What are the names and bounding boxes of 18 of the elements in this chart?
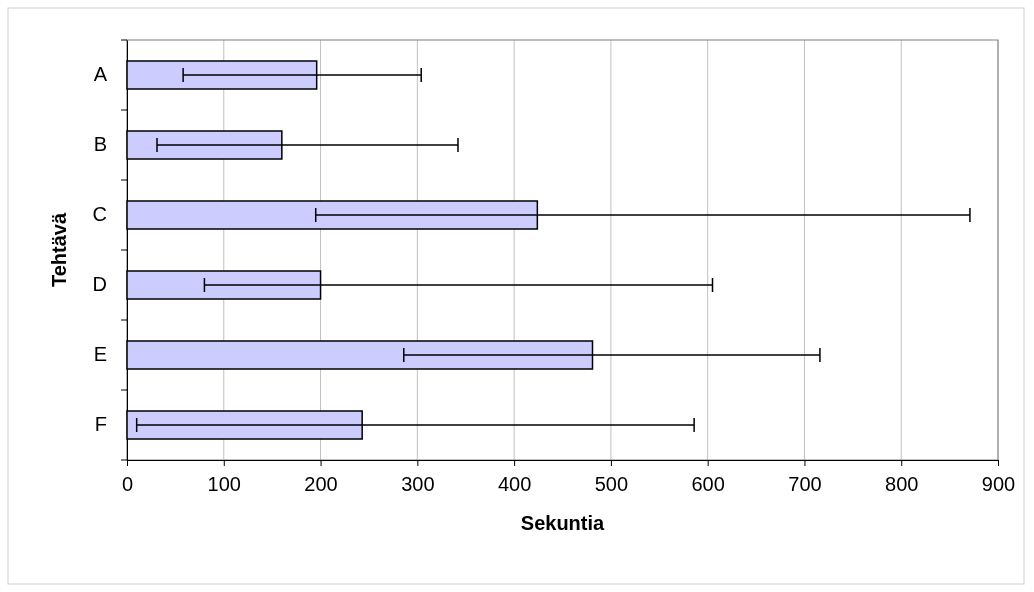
y-tick-label: C <box>92 203 107 226</box>
x-tick-label: 100 <box>207 473 241 495</box>
x-tick-label: 200 <box>304 473 338 495</box>
x-axis-title: Sekuntia <box>520 512 606 534</box>
y-tick-label: B <box>93 133 107 156</box>
x-tick-label: 600 <box>691 473 725 495</box>
x-tick-label: 0 <box>121 473 134 495</box>
y-axis-title: Tehtävä <box>48 212 70 288</box>
x-tick-label: 500 <box>594 473 629 495</box>
y-tick-label: D <box>92 273 107 296</box>
x-tick-label: 400 <box>497 473 532 495</box>
y-tick-label: F <box>94 413 107 436</box>
y-tick-label: E <box>93 343 107 366</box>
x-tick-label: 700 <box>788 473 822 495</box>
x-tick-label: 300 <box>401 473 435 495</box>
x-tick-label: 800 <box>885 473 919 495</box>
x-tick-label: 900 <box>981 473 1016 495</box>
y-tick-label: A <box>93 63 108 86</box>
